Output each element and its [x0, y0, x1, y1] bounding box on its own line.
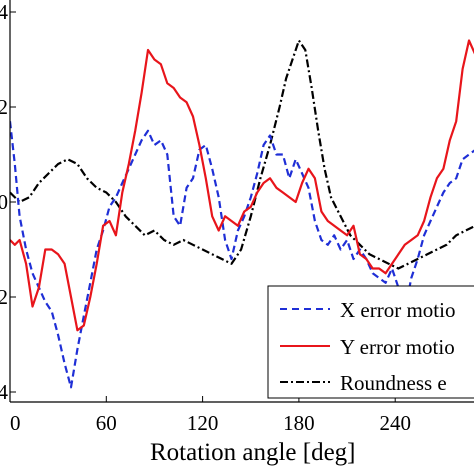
- x-tick-label: 0: [10, 411, 21, 435]
- series-layer: [10, 39, 474, 389]
- x-tick-label: 120: [187, 411, 219, 435]
- series-line-0: [10, 121, 474, 389]
- series-line-1: [10, 39, 474, 332]
- y-tick-label: 2: [0, 95, 8, 119]
- tick-layer: 06012018024030042024: [0, 0, 411, 435]
- legend: X error motio Y error motio Roundness e: [267, 285, 474, 399]
- y-tick-label: 4: [0, 0, 9, 24]
- legend-label-y-error: Y error motio: [340, 335, 455, 359]
- x-axis-label: Rotation angle [deg]: [150, 439, 356, 466]
- x-tick-label: 60: [96, 411, 117, 435]
- x-tick-label: 240: [379, 411, 411, 435]
- series-line-2: [10, 39, 474, 270]
- y-tick-label: 4: [0, 380, 9, 404]
- y-tick-label: 0: [0, 190, 8, 214]
- y-tick-label: 2: [0, 285, 8, 309]
- legend-label-x-error: X error motio: [340, 298, 455, 322]
- x-tick-label: 180: [283, 411, 315, 435]
- legend-label-roundness: Roundness e: [340, 371, 447, 395]
- legend-box: [267, 285, 474, 399]
